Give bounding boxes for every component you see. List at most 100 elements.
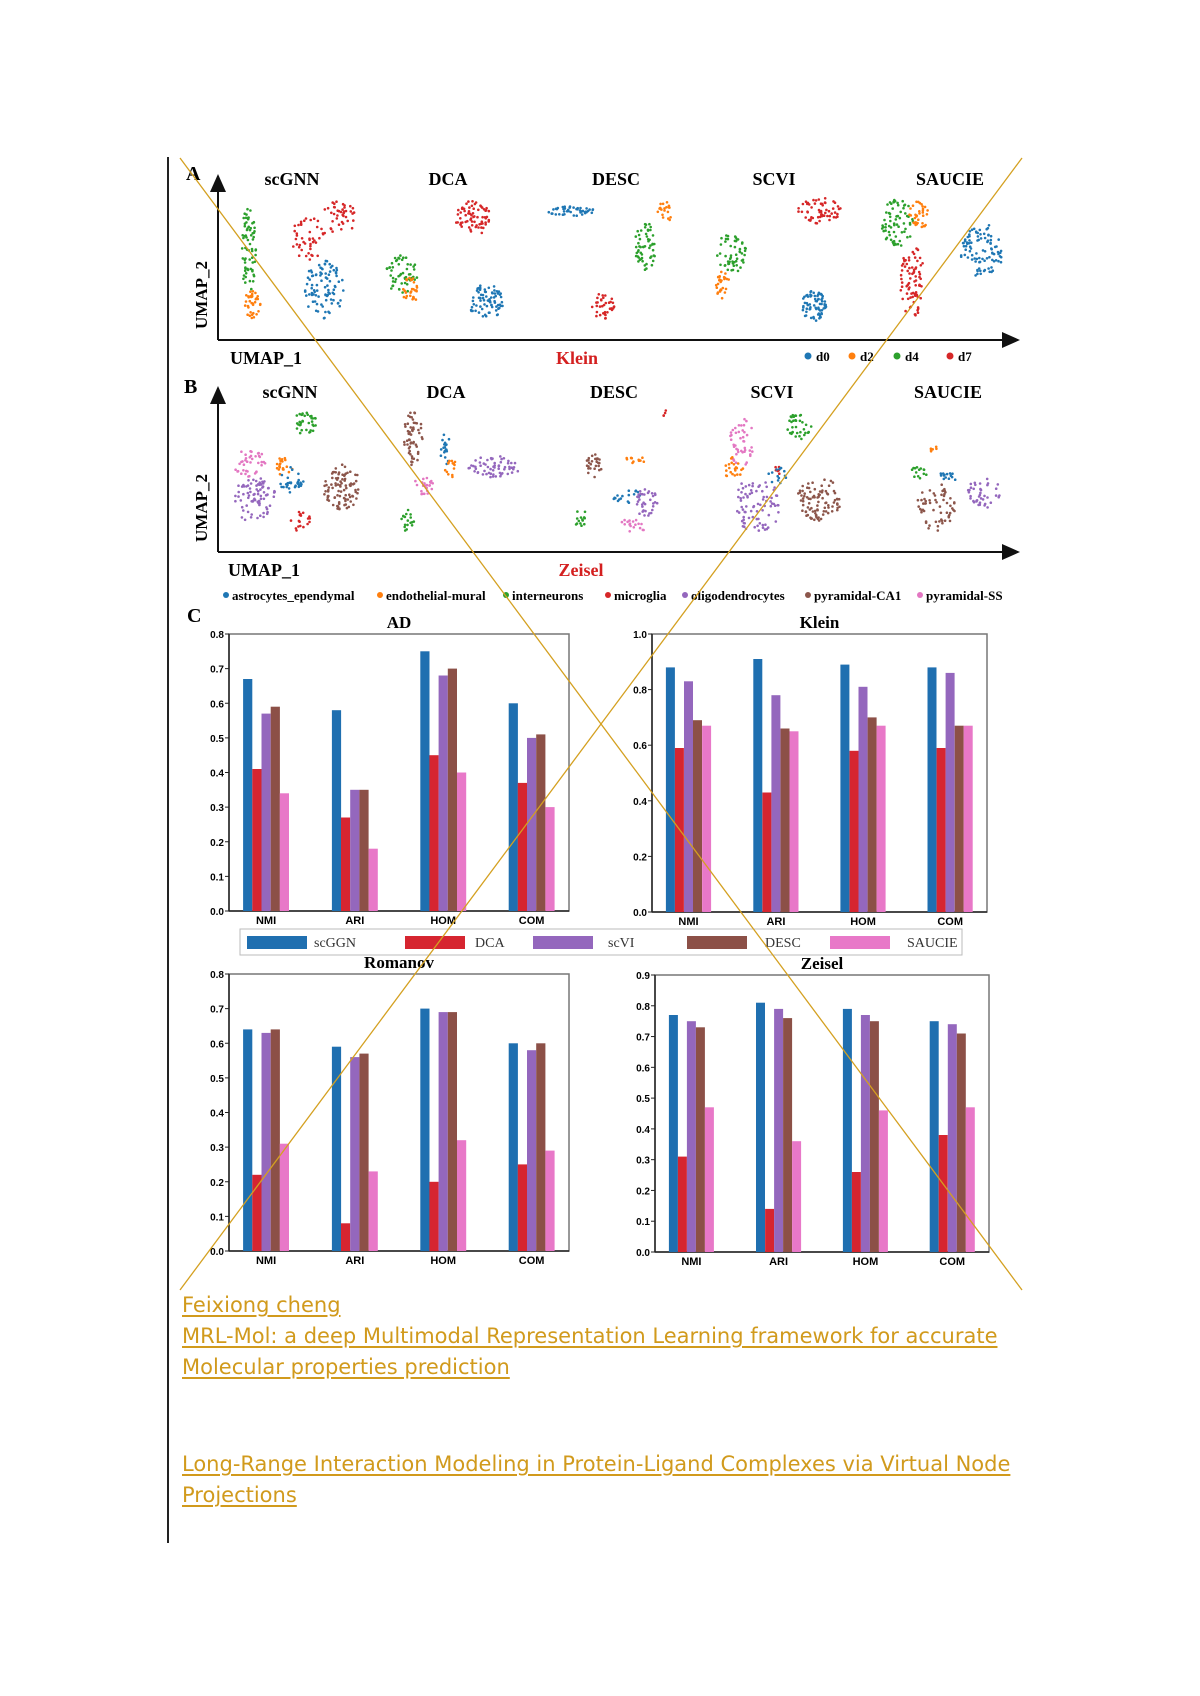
umap-point xyxy=(253,300,257,304)
umap-point xyxy=(354,473,357,477)
umap-point xyxy=(975,499,978,503)
umap-point xyxy=(656,210,660,214)
bar-scggn-nmi xyxy=(665,667,675,912)
umap-point xyxy=(420,436,424,439)
umap-point xyxy=(243,222,247,225)
umap-point xyxy=(819,202,823,205)
legend-label: d2 xyxy=(860,349,874,364)
umap-point xyxy=(637,260,640,263)
umap-point xyxy=(354,488,357,492)
umap-point xyxy=(645,235,649,238)
umap-point xyxy=(591,208,595,211)
umap-point xyxy=(310,416,313,420)
umap-point xyxy=(496,303,500,307)
umap-point xyxy=(832,215,836,219)
umap-point xyxy=(728,260,731,264)
umap-point xyxy=(406,289,410,293)
umap-point xyxy=(921,209,925,212)
umap-point xyxy=(246,491,250,495)
paper-link-long-range-cont[interactable]: Projections xyxy=(182,1483,297,1507)
umap-point xyxy=(634,518,638,522)
umap-point xyxy=(604,294,607,297)
umap-point xyxy=(750,446,753,449)
umap-point xyxy=(410,416,414,419)
umap-point xyxy=(821,496,824,500)
umap-point xyxy=(593,467,596,471)
umap-point xyxy=(943,473,946,477)
umap-point xyxy=(824,501,828,505)
umap-point xyxy=(801,503,805,507)
umap-point xyxy=(631,520,635,523)
umap-point xyxy=(774,465,777,469)
umap-point xyxy=(310,274,314,278)
umap-point xyxy=(404,291,408,294)
umap-point xyxy=(309,247,312,251)
author-link[interactable]: Feixiong cheng xyxy=(182,1293,341,1317)
umap-point xyxy=(410,463,413,467)
umap-point xyxy=(883,218,886,222)
umap-point xyxy=(479,299,482,302)
umap-point xyxy=(630,456,633,460)
umap-point xyxy=(905,262,909,266)
umap-point xyxy=(910,292,913,295)
umap-point xyxy=(244,459,247,462)
umap-point xyxy=(453,463,456,467)
umap-point xyxy=(411,460,414,464)
umap-point xyxy=(817,516,820,519)
umap-point xyxy=(256,297,260,301)
umap-point xyxy=(809,425,813,428)
bar-dca-nmi xyxy=(677,1156,687,1252)
paper-link-mrl-mol[interactable]: MRL-Mol: a deep Multimodal Representatio… xyxy=(182,1324,998,1348)
umap-point xyxy=(750,426,753,430)
umap-point xyxy=(439,454,443,458)
umap-point xyxy=(729,244,732,248)
umap-point xyxy=(836,212,839,216)
umap-point xyxy=(314,241,318,244)
umap-point xyxy=(300,248,304,252)
umap-point xyxy=(945,511,949,514)
umap-point xyxy=(234,499,237,503)
umap-point xyxy=(244,257,247,260)
dataset-label: Zeisel xyxy=(559,560,604,580)
umap-point xyxy=(948,472,952,475)
umap-point xyxy=(634,254,638,258)
umap-point xyxy=(665,201,669,204)
umap-point xyxy=(510,466,514,470)
umap-point xyxy=(741,429,744,432)
umap-point xyxy=(318,236,321,240)
paper-link-long-range[interactable]: Long-Range Interaction Modeling in Prote… xyxy=(182,1452,1011,1476)
umap-point xyxy=(342,289,345,292)
method-title: SCVI xyxy=(750,382,793,402)
umap-point xyxy=(253,497,256,501)
umap-point xyxy=(587,461,591,465)
umap-point xyxy=(901,199,904,203)
umap-point xyxy=(487,218,491,222)
umap-point xyxy=(632,493,636,496)
umap-point xyxy=(812,198,815,202)
umap-point xyxy=(447,473,450,476)
umap-point xyxy=(637,249,640,252)
umap-point xyxy=(816,294,819,298)
umap-point xyxy=(979,237,983,240)
umap-point xyxy=(809,490,812,494)
paper-link-mrl-mol-cont[interactable]: Molecular properties prediction xyxy=(182,1355,510,1379)
umap-point xyxy=(340,482,343,485)
umap-point xyxy=(642,501,645,505)
umap-point xyxy=(729,470,732,474)
umap-point xyxy=(337,280,341,284)
umap-point xyxy=(297,478,301,482)
bar-saucie-hom xyxy=(878,1110,888,1252)
umap-point xyxy=(942,477,946,481)
umap-point xyxy=(634,489,638,493)
umap-point xyxy=(480,307,484,311)
umap-point xyxy=(247,306,250,309)
umap-point xyxy=(761,498,765,501)
umap-point xyxy=(736,448,740,452)
umap-point xyxy=(798,414,802,417)
umap-point xyxy=(351,206,355,210)
umap-point xyxy=(597,293,601,296)
umap-point xyxy=(247,494,251,497)
umap-point xyxy=(310,291,314,295)
umap-point xyxy=(351,483,355,486)
umap-point xyxy=(959,255,963,258)
